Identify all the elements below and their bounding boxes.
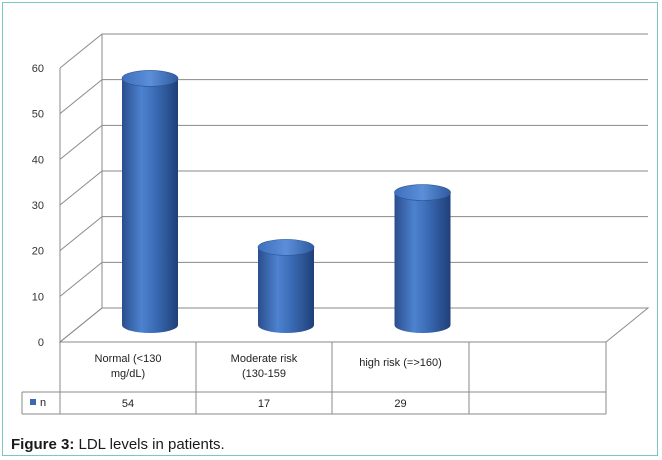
- side-wall-line: [59, 170, 103, 206]
- caption-text: LDL levels in patients.: [74, 436, 225, 453]
- bar: [394, 184, 451, 333]
- x-category-label: (130-159: [242, 368, 286, 380]
- y-tick-label: 30: [32, 200, 44, 212]
- bar-layer: [121, 70, 451, 334]
- bar: [257, 239, 315, 333]
- data-value-label: 29: [394, 398, 406, 410]
- grid-layer: [58, 33, 650, 343]
- bar-body: [122, 78, 178, 334]
- y-tick-label: 0: [38, 337, 44, 349]
- y-tick-label: 50: [32, 109, 44, 121]
- y-tick-label: 10: [32, 291, 44, 303]
- data-value-label: 17: [258, 398, 270, 410]
- side-wall-line: [59, 79, 103, 115]
- y-tick-label: 60: [32, 63, 44, 75]
- bar: [121, 70, 179, 334]
- caption-label: Figure 3:: [11, 436, 75, 453]
- figure-frame: [2, 2, 658, 456]
- y-tick-label: 40: [32, 154, 44, 166]
- side-wall-line: [59, 261, 103, 297]
- side-wall-line: [59, 33, 103, 69]
- data-value-label: 54: [122, 398, 134, 410]
- data-table: Normal (<130 mg/dL) Moderate risk (130-159 h…: [21, 341, 607, 415]
- x-category-label: Moderate risk: [231, 353, 298, 365]
- y-tick-label: 20: [32, 246, 44, 258]
- bar-body: [258, 247, 314, 333]
- legend-series-name: n: [40, 397, 46, 409]
- x-category-label: high risk (=>160): [359, 357, 442, 369]
- legend-swatch: [30, 399, 36, 405]
- side-wall-line: [59, 124, 103, 160]
- figure-caption: Figure 3: LDL levels in patients.: [11, 436, 225, 453]
- x-category-label: mg/dL): [111, 368, 145, 380]
- bar-cap: [257, 239, 315, 256]
- bar-body: [394, 192, 451, 333]
- bar-cap: [121, 70, 179, 87]
- bar-cap: [394, 184, 451, 201]
- x-category-label: Normal (<130: [95, 353, 162, 365]
- y-axis-ticks: 0 10 20 30 40 50 60: [32, 63, 44, 349]
- side-wall-line: [59, 216, 103, 252]
